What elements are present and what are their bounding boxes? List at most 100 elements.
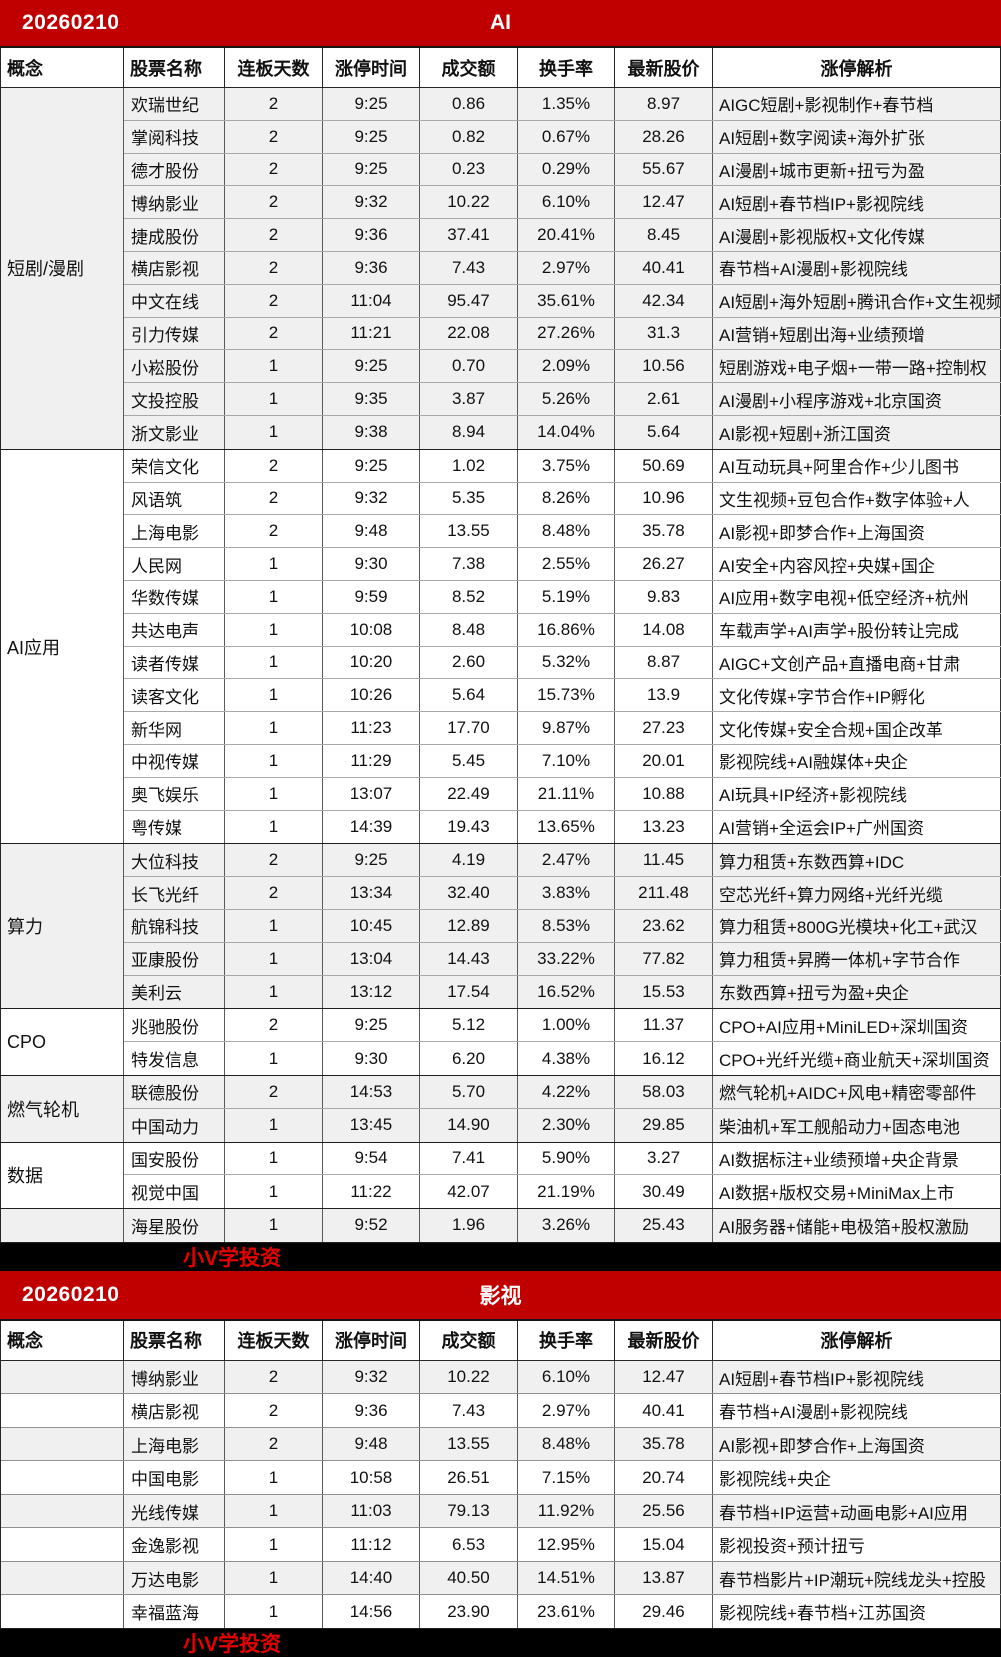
turnover-cell: 6.20 [420,1042,518,1075]
turnover-rate-cell: 1.35% [518,88,615,120]
stock-name-cell: 特发信息 [124,1042,225,1075]
turnover-rate-cell: 9.87% [518,712,615,744]
stock-name-cell: 兆驰股份 [124,1009,225,1042]
limit-time-cell: 9:35 [323,383,420,415]
stock-name-cell: 国安股份 [124,1142,225,1175]
latest-price-cell: 14.08 [615,613,713,646]
stock-name-cell: 引力传媒 [124,317,225,350]
column-header-0: 概念 [1,1320,124,1360]
table-row: 上海电影 2 9:48 13.55 8.48% 35.78 AI影视+即梦合作+上海国资 [124,1427,1001,1461]
table-row: 航锦科技 1 10:45 12.89 8.53% 23.62 算力租赁+800G光模块+化工… [124,909,1001,943]
limit-time-cell: 9:52 [323,1209,420,1242]
stock-name-cell: 亚康股份 [124,942,225,975]
latest-price-cell: 211.48 [615,877,713,909]
limit-time-cell: 10:26 [323,679,420,712]
group-rows: 幸福蓝海 1 14:56 23.90 23.61% 29.46 影视院线+春节档+江苏国资 [124,1595,1001,1628]
table-row: 掌阅科技 2 9:25 0.82 0.67% 28.26 AI短剧+数字阅读+海外扩张 [124,120,1001,154]
analysis-cell: AI短剧+春节档IP+影视院线 [713,1360,1001,1394]
column-header-6: 最新股价 [615,1320,713,1360]
column-header-2: 连板天数 [225,1320,323,1360]
turnover-cell: 0.86 [420,88,518,120]
turnover-rate-cell: 8.26% [518,482,615,515]
limit-time-cell: 9:25 [323,449,420,482]
limit-time-cell: 11:03 [323,1494,420,1528]
analysis-cell: 影视院线+央企 [713,1461,1001,1494]
concept-cell [1,1561,124,1595]
limit-time-cell: 9:54 [323,1142,420,1175]
stock-name-cell: 荣信文化 [124,449,225,482]
concept-cell [1,1209,124,1242]
table-row: 兆驰股份 2 9:25 5.12 1.00% 11.37 CPO+AI应用+MiniLED+… [124,1009,1001,1043]
watermark-bar: 小V学投资 [0,1242,1001,1271]
analysis-cell: AI漫剧+影视版权+文化传媒 [713,219,1001,251]
limit-days-cell: 2 [225,1360,323,1394]
table-body: 短剧/漫剧 欢瑞世纪 2 9:25 0.86 1.35% 8.97 AIGC短剧+影视制作+春… [0,88,1001,1243]
analysis-cell: AI营销+短剧出海+业绩预增 [713,317,1001,350]
column-header-2: 连板天数 [225,48,323,87]
turnover-cell: 0.82 [420,120,518,153]
limit-days-cell: 1 [225,1209,323,1242]
limit-days-cell: 2 [225,88,323,120]
limit-time-cell: 9:25 [323,120,420,153]
analysis-cell: 文化传媒+字节合作+IP孵化 [713,679,1001,712]
turnover-cell: 26.51 [420,1461,518,1494]
latest-price-cell: 10.96 [615,482,713,515]
concept-group: CPO 兆驰股份 2 9:25 5.12 1.00% 11.37 CPO+AI应用+MiniL… [1,1009,1001,1076]
turnover-cell: 95.47 [420,284,518,317]
table-row: 特发信息 1 9:30 6.20 4.38% 16.12 CPO+光纤光缆+商业航天+深圳国… [124,1042,1001,1075]
table-row: 捷成股份 2 9:36 37.41 20.41% 8.45 AI漫剧+影视版权+文化传媒 [124,219,1001,252]
turnover-rate-cell: 4.22% [518,1075,615,1108]
turnover-rate-cell: 0.67% [518,120,615,153]
stock-name-cell: 博纳影业 [124,186,225,219]
analysis-cell: 春节档+IP运营+动画电影+AI应用 [713,1494,1001,1528]
latest-price-cell: 12.47 [615,186,713,219]
turnover-cell: 7.41 [420,1142,518,1175]
stock-name-cell: 上海电影 [124,1427,225,1461]
analysis-cell: AI安全+内容风控+央媒+国企 [713,548,1001,580]
concept-group: 幸福蓝海 1 14:56 23.90 23.61% 29.46 影视院线+春节档+江苏国资 [1,1595,1001,1629]
analysis-cell: AI营销+全运会IP+广州国资 [713,810,1001,844]
limit-days-cell: 2 [225,482,323,515]
table-row: 人民网 1 9:30 7.38 2.55% 26.27 AI安全+内容风控+央媒+国企 [124,548,1001,581]
group-rows: 光线传媒 1 11:03 79.13 11.92% 25.56 春节档+IP运营+动画电影+… [124,1494,1001,1528]
turnover-rate-cell: 21.19% [518,1175,615,1209]
turnover-cell: 1.02 [420,449,518,482]
stock-name-cell: 新华网 [124,712,225,744]
stock-name-cell: 欢瑞世纪 [124,88,225,120]
turnover-rate-cell: 2.97% [518,251,615,284]
limit-time-cell: 9:36 [323,1394,420,1427]
analysis-cell: 算力租赁+800G光模块+化工+武汉 [713,909,1001,942]
latest-price-cell: 26.27 [615,548,713,580]
turnover-cell: 7.38 [420,548,518,580]
stock-name-cell: 光线传媒 [124,1494,225,1528]
turnover-rate-cell: 7.15% [518,1461,615,1494]
limit-up-table-ai: 20260210 AI 概念 股票名称 连板天数 涨停时间 成交额 换手率 最新股价 涨停解析… [0,0,1001,1243]
limit-days-cell: 2 [225,515,323,548]
analysis-cell: 东数西算+扭亏为盈+央企 [713,975,1001,1009]
limit-time-cell: 9:25 [323,350,420,383]
concept-group: 万达电影 1 14:40 40.50 14.51% 13.87 春节档影片+IP潮玩+院线龙… [1,1561,1001,1596]
latest-price-cell: 42.34 [615,284,713,317]
limit-days-cell: 1 [225,415,323,449]
column-header-0: 概念 [1,48,124,87]
latest-price-cell: 35.78 [615,1427,713,1461]
limit-time-cell: 11:22 [323,1175,420,1209]
stock-name-cell: 万达电影 [124,1561,225,1595]
table-row: 中国动力 1 13:45 14.90 2.30% 29.85 柴油机+军工舰船动力+固态电池 [124,1108,1001,1142]
turnover-rate-cell: 11.92% [518,1494,615,1528]
limit-time-cell: 9:25 [323,153,420,186]
limit-days-cell: 1 [225,1108,323,1142]
stock-name-cell: 横店影视 [124,251,225,284]
limit-days-cell: 1 [225,1528,323,1561]
limit-time-cell: 11:29 [323,744,420,777]
turnover-cell: 8.52 [420,580,518,613]
turnover-cell: 12.89 [420,909,518,942]
latest-price-cell: 77.82 [615,942,713,975]
stock-name-cell: 视觉中国 [124,1175,225,1209]
analysis-cell: AI漫剧+城市更新+扭亏为盈 [713,153,1001,186]
turnover-cell: 37.41 [420,219,518,251]
limit-days-cell: 1 [225,777,323,810]
stock-name-cell: 读者传媒 [124,646,225,679]
turnover-rate-cell: 2.97% [518,1394,615,1427]
table-row: 长飞光纤 2 13:34 32.40 3.83% 211.48 空芯光纤+算力网络+光纤光缆 [124,877,1001,910]
